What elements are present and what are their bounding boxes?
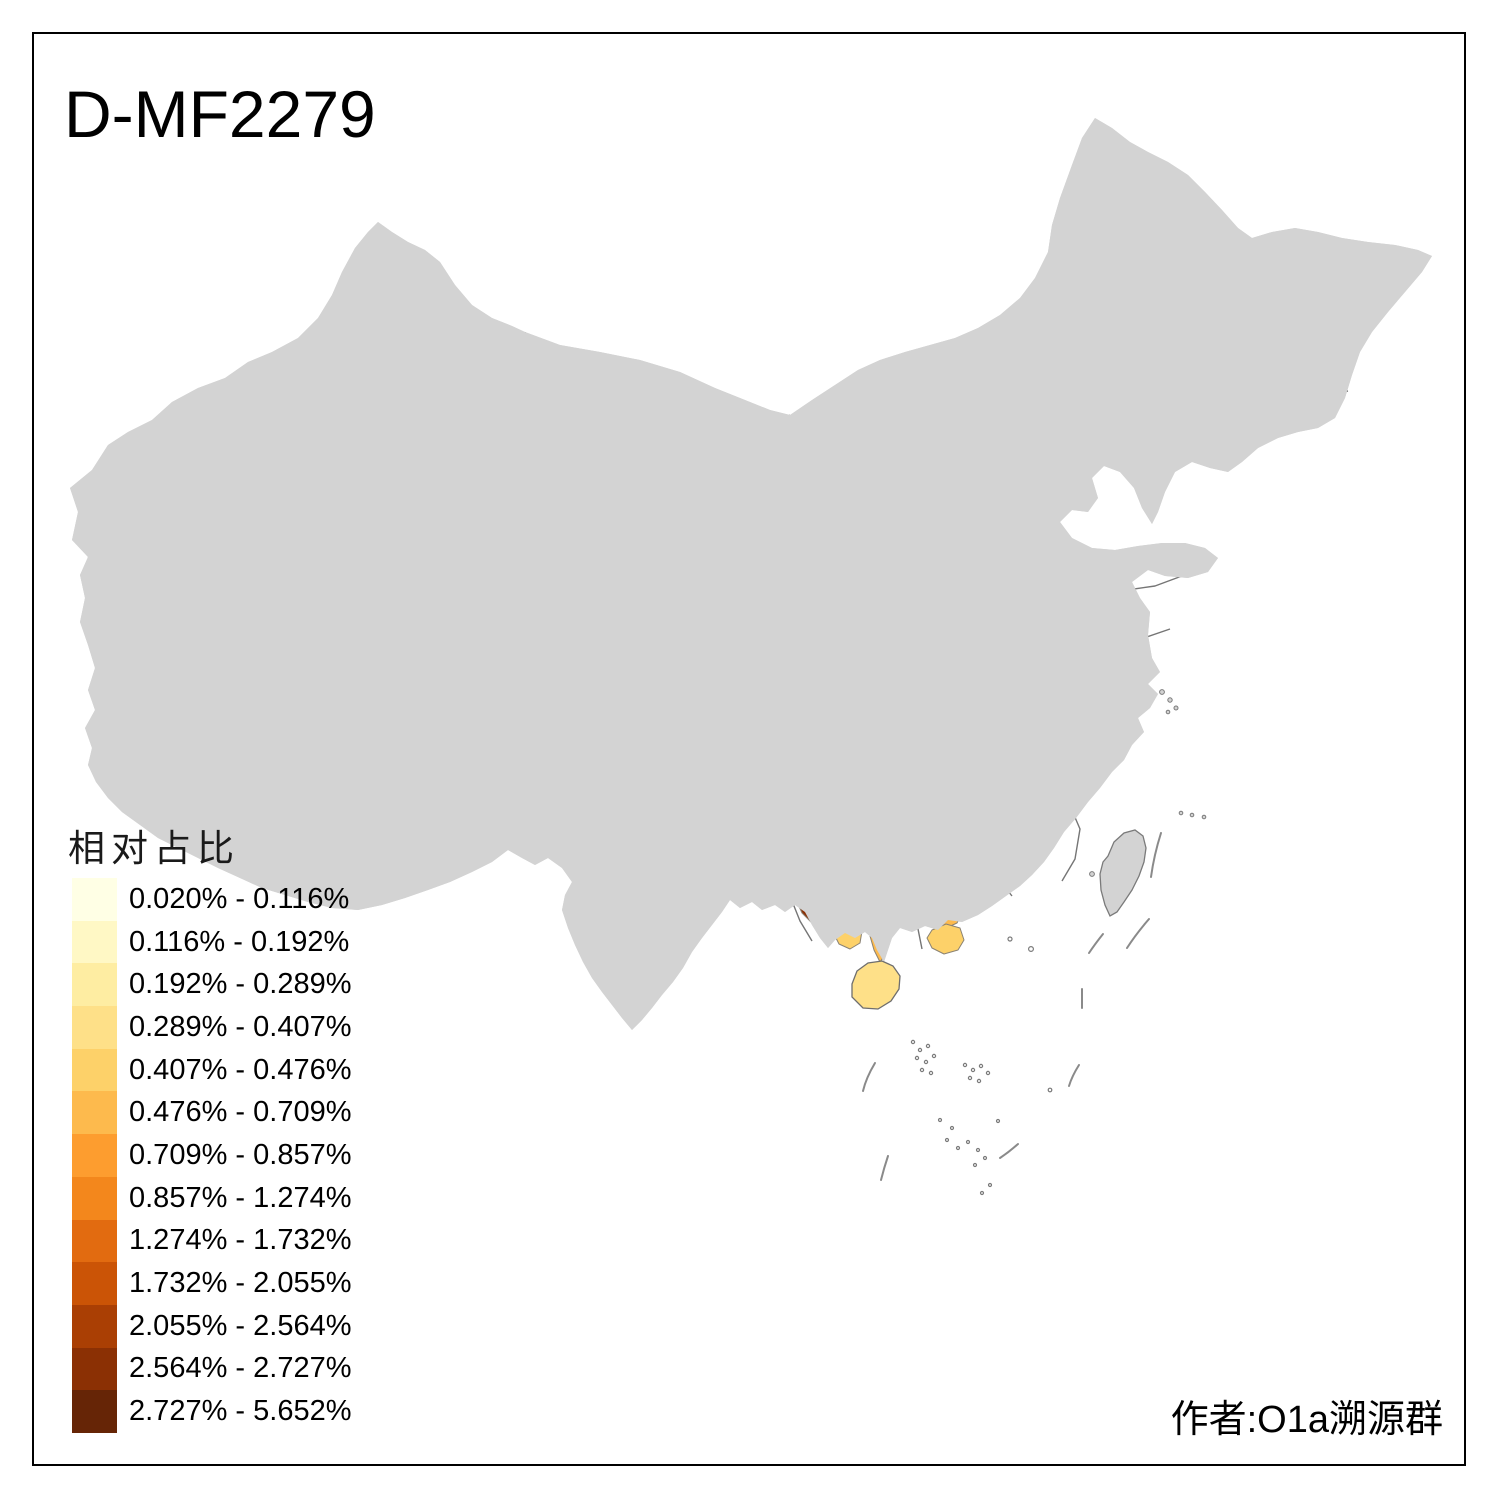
legend-row: 0.289% - 0.407% — [72, 1006, 432, 1049]
legend-label: 1.274% - 1.732% — [129, 1224, 352, 1257]
legend-label: 2.564% - 2.727% — [129, 1352, 352, 1385]
legend: 相对占比 0.020% - 0.116% 0.116% - 0.192% 0.1… — [68, 818, 351, 1433]
legend-label: 1.732% - 2.055% — [129, 1267, 352, 1300]
legend-row: 0.192% - 0.289% — [72, 963, 432, 1007]
legend-label: 2.727% - 5.652% — [129, 1395, 352, 1428]
legend-label: 0.020% - 0.116% — [129, 882, 350, 915]
legend-label: 0.407% - 0.476% — [129, 1053, 352, 1086]
legend-swatch — [72, 1048, 117, 1092]
legend-label: 0.476% - 0.709% — [129, 1096, 352, 1129]
legend-title: 相对占比 — [68, 828, 240, 869]
legend-row: 1.732% - 2.055% — [72, 1262, 432, 1305]
legend-label: 0.857% - 1.274% — [129, 1181, 352, 1214]
legend-label: 0.709% - 0.857% — [129, 1138, 352, 1171]
legend-label: 0.192% - 0.289% — [129, 968, 352, 1001]
legend-row: 2.055% - 2.564% — [72, 1304, 432, 1348]
legend-label: 0.116% - 0.192% — [129, 925, 350, 958]
legend-swatch — [72, 1304, 117, 1348]
legend-row: 2.727% - 5.652% — [72, 1390, 432, 1433]
legend-swatch — [72, 1091, 117, 1135]
legend-swatch — [72, 1347, 117, 1391]
taiwan-island — [1099, 829, 1147, 917]
map-title: D-MF2279 — [64, 77, 376, 151]
legend-row: 0.709% - 0.857% — [72, 1134, 432, 1177]
legend-swatch — [72, 1219, 117, 1263]
nine-dash-line — [862, 832, 1162, 1181]
legend-swatch — [72, 878, 117, 921]
legend-swatch — [72, 1176, 117, 1220]
legend-row: 2.564% - 2.727% — [72, 1347, 432, 1391]
choropleth-region — [926, 923, 965, 955]
legend-swatch — [72, 1006, 117, 1049]
legend-swatch — [72, 1262, 117, 1305]
legend-rows: 0.020% - 0.116% 0.116% - 0.192% 0.192% -… — [72, 878, 432, 1433]
legend-swatch — [72, 963, 117, 1007]
legend-label: 0.289% - 0.407% — [129, 1010, 352, 1043]
legend-swatch — [72, 1390, 117, 1433]
legend-swatch — [72, 920, 117, 964]
plot-frame — [32, 32, 1466, 1466]
legend-swatch — [72, 1134, 117, 1177]
hainan-island — [851, 960, 901, 1010]
coastal-islets — [1089, 689, 1207, 877]
legend-row: 0.407% - 0.476% — [72, 1048, 432, 1092]
legend-row: 0.857% - 1.274% — [72, 1176, 432, 1220]
legend-row: 1.274% - 1.732% — [72, 1219, 432, 1263]
legend-label: 2.055% - 2.564% — [129, 1309, 352, 1342]
south-china-sea-islands — [910, 936, 1053, 1196]
attribution-text: 作者:O1a溯源群 — [1170, 1399, 1443, 1441]
legend-row: 0.116% - 0.192% — [72, 920, 432, 964]
legend-row: 0.476% - 0.709% — [72, 1091, 432, 1135]
legend-row: 0.020% - 0.116% — [72, 878, 432, 921]
